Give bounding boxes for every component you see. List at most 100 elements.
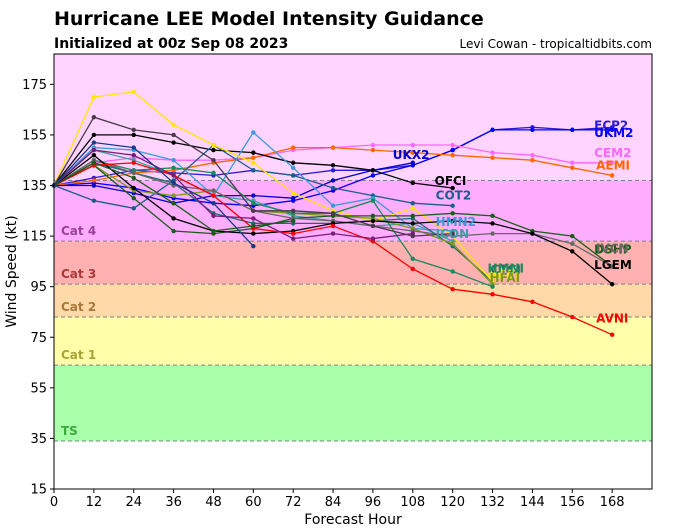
data-point (251, 201, 256, 206)
data-point (171, 122, 176, 128)
band-cat-4 (54, 180, 652, 242)
model-label-avni: AVNI (596, 312, 628, 326)
data-point (251, 130, 256, 135)
x-tick-label: 96 (365, 495, 382, 510)
data-point (131, 175, 136, 181)
data-point (211, 201, 216, 206)
data-point (91, 147, 97, 153)
data-point (450, 152, 455, 158)
model-series (51, 89, 615, 337)
data-point (91, 152, 97, 158)
data-point (251, 216, 256, 221)
data-point (530, 299, 535, 305)
data-point (291, 165, 296, 171)
data-point (211, 193, 216, 198)
data-point (450, 231, 455, 236)
model-label-ukm2: UKM2 (594, 126, 633, 140)
y-tick-label: 175 (22, 78, 47, 93)
data-point (570, 233, 575, 239)
data-point (490, 284, 495, 289)
data-point (570, 249, 575, 254)
x-tick-label: 132 (480, 495, 505, 510)
data-point (291, 231, 296, 236)
data-point (251, 208, 256, 214)
data-point (410, 256, 415, 262)
data-point (330, 211, 336, 216)
y-tick-label: 15 (30, 483, 47, 498)
data-point (609, 264, 615, 269)
y-tick-label: 75 (30, 331, 47, 346)
y-tick-label: 115 (22, 230, 47, 245)
data-point (171, 228, 176, 234)
data-point (410, 160, 415, 165)
data-point (211, 228, 216, 234)
data-point (450, 269, 455, 274)
data-point (291, 236, 296, 241)
data-point (410, 201, 415, 206)
plot-frame (53, 53, 653, 490)
data-point (291, 195, 296, 201)
data-point (171, 158, 176, 163)
data-point (490, 150, 495, 155)
data-point (330, 178, 336, 183)
data-point (370, 173, 376, 178)
data-point (450, 211, 455, 216)
data-point (370, 236, 376, 241)
chart-title: Hurricane LEE Model Intensity Guidance (54, 8, 484, 30)
data-point (251, 168, 256, 173)
data-point (609, 281, 615, 287)
x-axis-label: Forecast Hour (304, 512, 402, 528)
data-point (450, 147, 455, 153)
model-label-ivcn: IVCN (596, 241, 629, 255)
band-cat-2 (54, 284, 652, 318)
data-point (131, 132, 136, 138)
data-point (450, 241, 455, 246)
model-label-ofci: OFCI (435, 174, 467, 188)
y-tick-label: 55 (30, 381, 47, 396)
data-point (410, 142, 415, 148)
axes: 0 12 24 36 48 60 72 84 96 108 120 132 144 156 168 15 35 5… (22, 78, 624, 510)
series-line (54, 162, 413, 204)
data-point (570, 165, 575, 171)
x-tick-label: 24 (125, 495, 142, 510)
x-tick-label: 12 (86, 495, 103, 510)
data-point (330, 145, 336, 150)
data-point (251, 155, 256, 160)
data-point (609, 173, 615, 178)
data-point (370, 213, 376, 219)
data-point (570, 241, 575, 246)
data-point (490, 231, 495, 236)
data-point (490, 292, 495, 297)
model-label-dshp: DSHP (594, 242, 632, 256)
data-point (450, 142, 455, 148)
series-extra-b (51, 115, 455, 239)
data-point (291, 208, 296, 214)
y-tick-label: 135 (22, 179, 47, 194)
data-point (490, 127, 495, 133)
series-line (53, 159, 493, 288)
model-label-hfbi: HFBI (488, 268, 520, 282)
series-lgem (51, 152, 615, 287)
data-point (251, 150, 256, 155)
category-bands: Cat 4 Cat 3 Cat 2 Cat 1 TS (54, 54, 652, 441)
data-point (91, 160, 97, 165)
data-point (131, 152, 136, 158)
data-point (91, 115, 97, 120)
series-line (53, 91, 493, 283)
data-point (131, 127, 136, 133)
x-tick-label: 108 (400, 495, 425, 510)
x-tick-label: 60 (245, 495, 262, 510)
data-point (490, 213, 495, 219)
x-tick-label: 144 (520, 495, 545, 510)
data-point (171, 173, 176, 178)
data-point (291, 160, 296, 165)
data-point (410, 180, 415, 186)
data-point (490, 155, 495, 160)
data-point (171, 201, 176, 206)
data-point (370, 168, 376, 173)
data-point (370, 147, 376, 153)
data-point (490, 221, 495, 226)
data-point (211, 188, 216, 193)
band-ts (54, 365, 652, 441)
